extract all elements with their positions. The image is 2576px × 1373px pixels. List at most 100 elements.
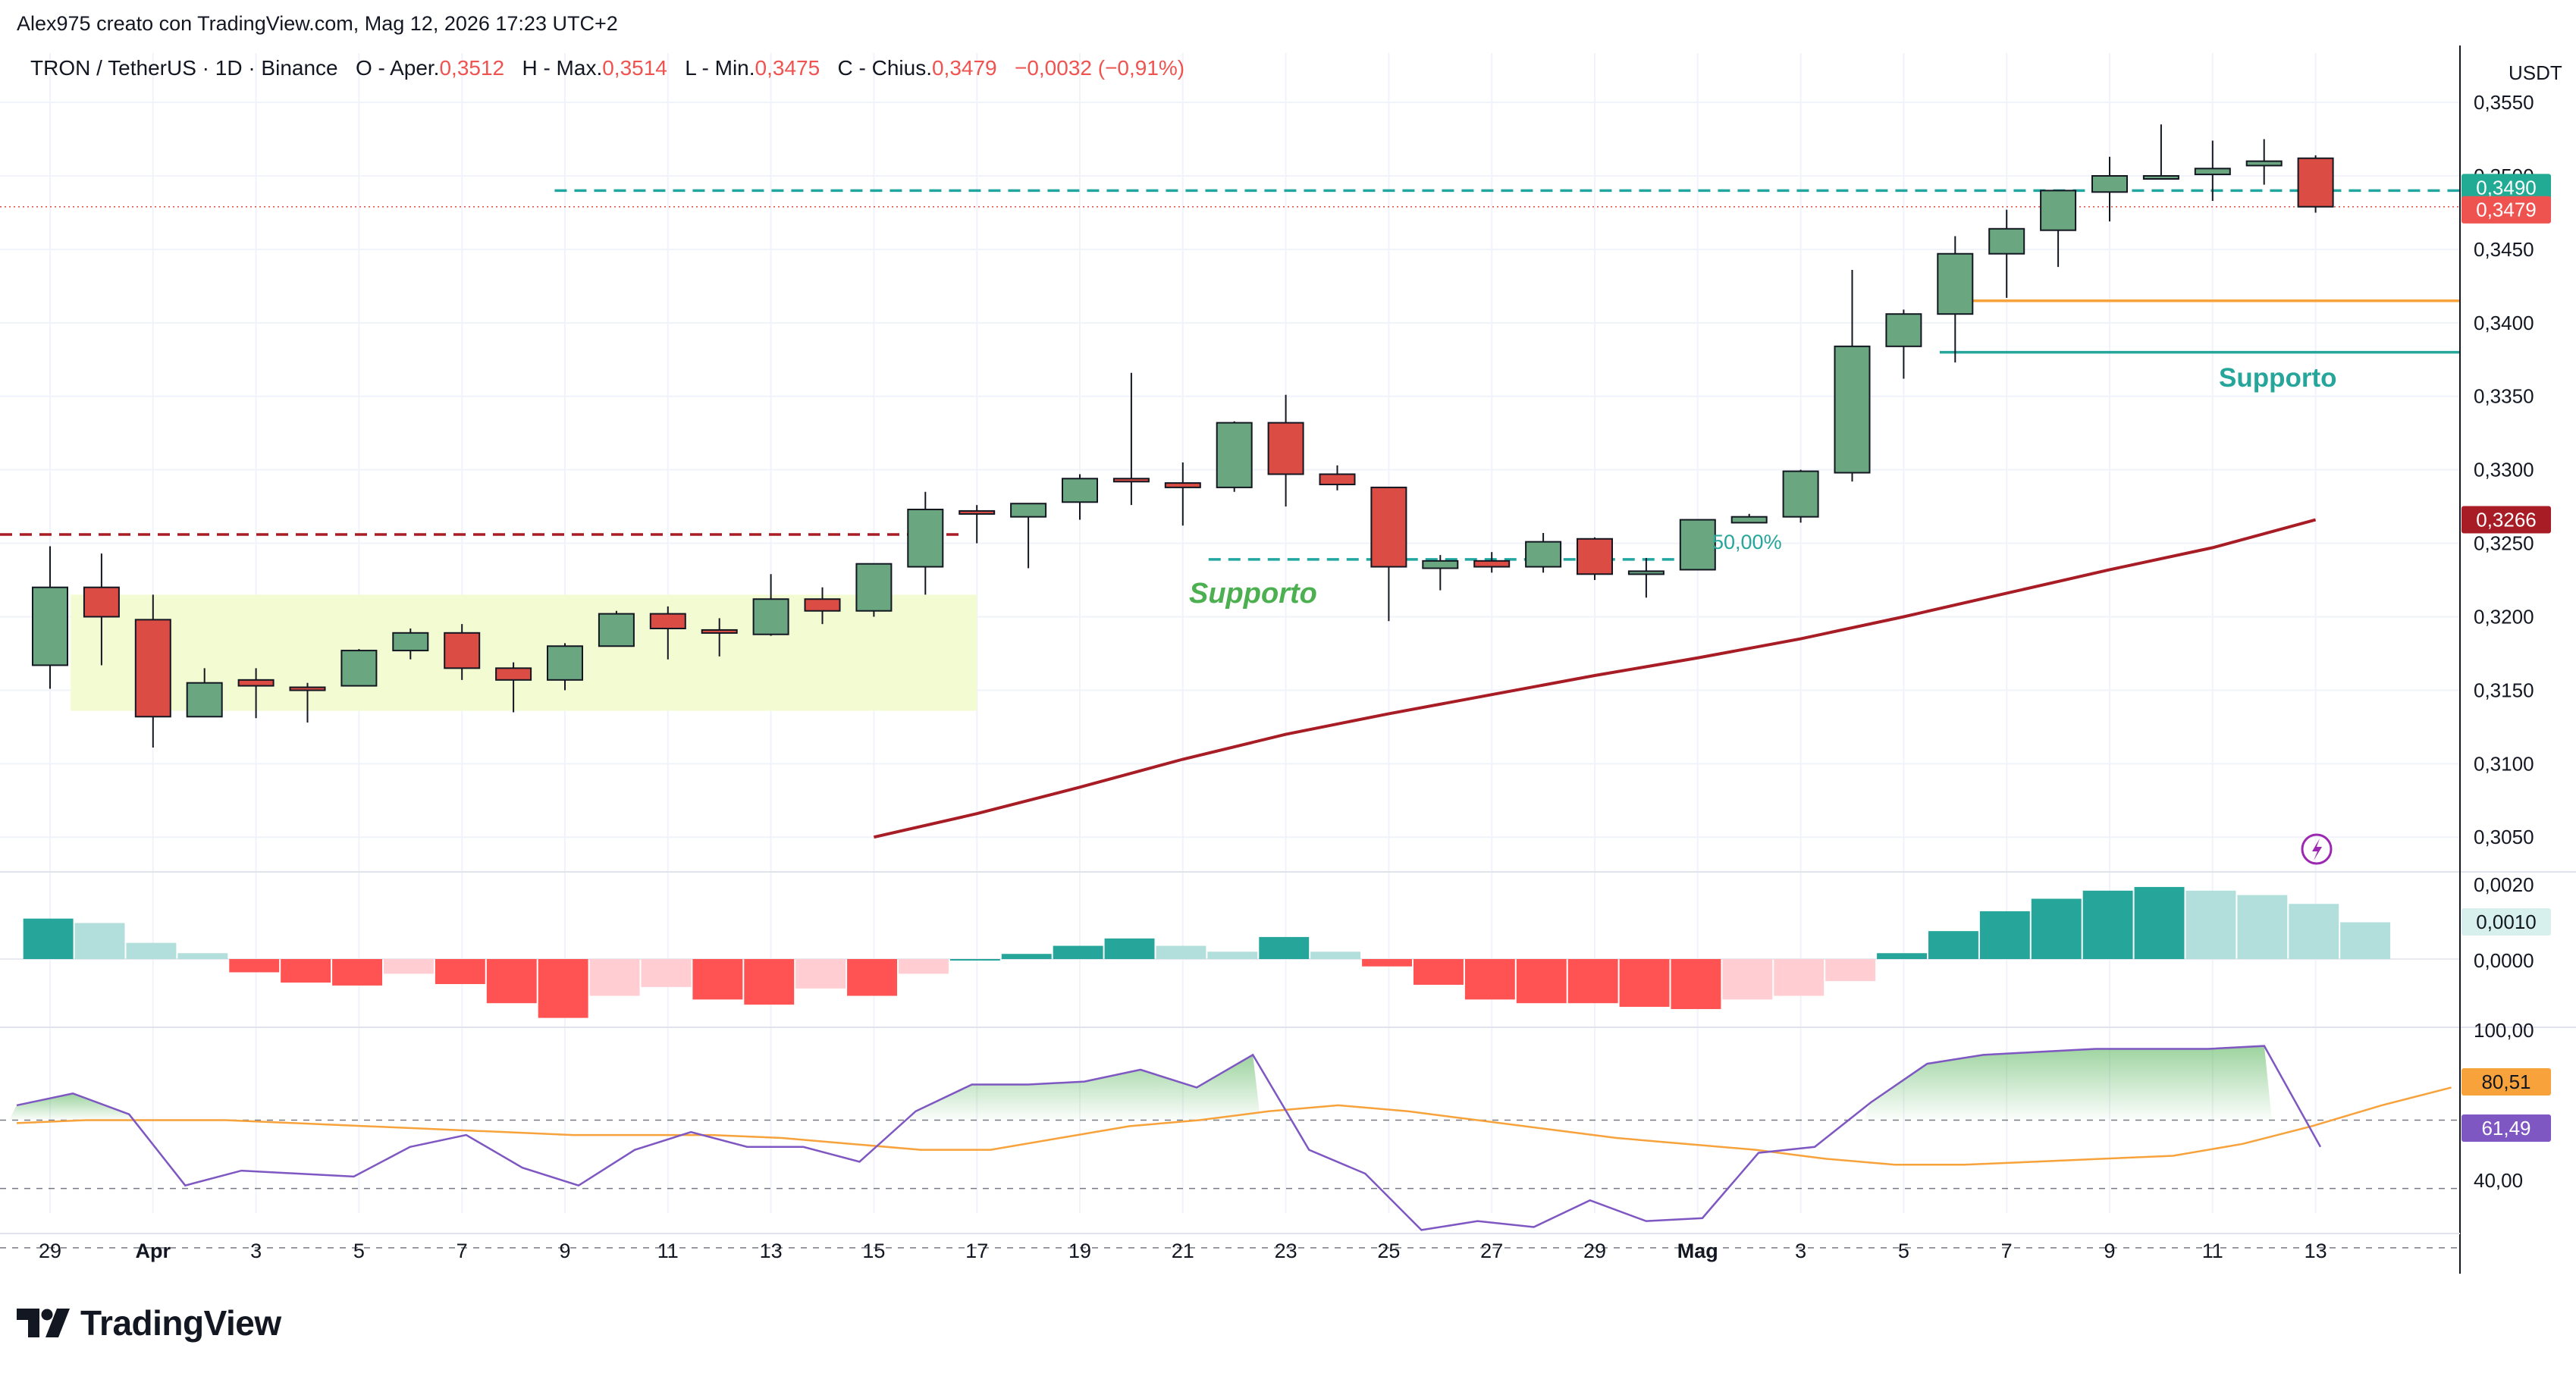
support-label-right: Supporto [2219,363,2337,393]
candle[interactable] [1062,474,1098,520]
lightning-icon[interactable] [2301,833,2333,865]
candle[interactable] [907,491,944,595]
candle[interactable] [959,505,996,544]
candle-body [1010,503,1047,518]
macd-bar [383,959,434,974]
candle[interactable] [1937,236,1974,363]
candle[interactable] [1112,372,1150,506]
macd-bar [1259,936,1310,959]
candle[interactable] [1164,462,1201,526]
time-tick-label: 7 [457,1240,468,1262]
candle[interactable] [1422,555,1459,591]
candle[interactable] [2040,190,2077,268]
macd-value-tag-text: 0,0010 [2476,911,2537,933]
price-tick-label: 0,3150 [2474,679,2534,701]
candle[interactable] [2142,124,2179,180]
candle[interactable] [1267,394,1304,507]
candle[interactable] [2194,140,2231,201]
candle[interactable] [1988,209,2025,298]
candle[interactable] [1627,557,1665,598]
time-tick-label: 13 [760,1240,783,1262]
macd-bar [1310,951,1361,959]
macd-bar [1619,959,1670,1008]
candle[interactable] [752,574,789,636]
candle-body [83,586,120,618]
candle[interactable] [649,606,686,660]
open-label: O - Aper. [355,56,440,80]
level-price-tag: 0,3490 [2461,174,2551,202]
candle[interactable] [392,628,429,660]
candle[interactable] [289,682,326,723]
candle[interactable] [340,649,378,687]
candle[interactable] [444,624,481,680]
candle[interactable] [1216,421,1253,492]
candle[interactable] [1577,537,1613,581]
candle[interactable] [32,546,68,689]
low-value: 0,3475 [755,56,820,80]
candle-body [1885,313,1922,347]
ma-price-tag-text: 0,3266 [2476,509,2537,531]
candle[interactable] [237,668,275,719]
candle[interactable] [1834,270,1871,482]
tradingview-logo-icon [17,1309,70,1337]
candle[interactable] [1679,519,1716,571]
candle[interactable] [1473,552,1511,573]
macd-bar [2082,890,2133,959]
candle[interactable] [134,594,171,748]
price-tick-label: 0,3550 [2474,91,2534,114]
rsi-ma-value-tag: 80,51 [2461,1068,2551,1096]
candle[interactable] [547,643,583,691]
price-tick-label: 0,3050 [2474,826,2534,848]
candle[interactable] [186,668,223,718]
macd-bar [589,959,640,996]
high-label: H - Max. [522,56,603,80]
level-price-tag-text: 0,3490 [2476,176,2537,199]
macd-bar [1516,959,1567,1004]
time-tick-label: 11 [2202,1240,2223,1262]
macd-bar [177,953,228,959]
candle[interactable] [1782,469,1819,523]
candle-body [907,508,944,568]
macd-bar [2031,898,2082,959]
macd-bar [795,959,846,989]
macd-bar [898,959,949,974]
candle[interactable] [1010,503,1047,569]
tradingview-logo[interactable]: TradingView [17,1302,281,1343]
macd-bar [2340,922,2391,959]
candle[interactable] [83,553,120,666]
macd-bar [281,959,331,983]
axes: USDT0,35500,35000,34500,34000,33500,3300… [0,45,2562,1274]
candle[interactable] [2297,155,2334,213]
candle[interactable] [855,563,893,617]
candle[interactable] [1730,513,1768,524]
time-tick-label: 25 [1377,1240,1400,1262]
time-tick-label: Apr [136,1240,171,1262]
candle[interactable] [598,610,635,647]
candle[interactable] [1885,309,1922,379]
candle[interactable] [1370,486,1407,622]
candle[interactable] [2245,139,2283,185]
macd-bar [74,923,125,959]
candle[interactable] [1525,533,1562,573]
time-tick-label: 23 [1275,1240,1297,1262]
macd-bar [641,959,692,987]
candle[interactable] [1319,465,1356,491]
candle[interactable] [804,587,841,625]
candle-body [2245,160,2283,167]
candle[interactable] [495,662,532,713]
macd-bar [1207,951,1258,959]
symbol-name[interactable]: TRON / TetherUS · 1D · Binance [30,56,338,80]
macd-bar [2237,895,2288,959]
last-price-tag-text: 0,3479 [2476,199,2537,221]
candle[interactable] [701,618,738,657]
candle-body [649,613,686,629]
rsi-value-tag-bg [2461,1114,2551,1142]
candle[interactable] [2091,156,2128,222]
candle-body [2091,174,2128,193]
macd-bar [1413,959,1464,985]
time-tick-label: 7 [2001,1240,2013,1262]
rsi-value-tag: 61,49 [2461,1114,2551,1142]
candle-body [1525,541,1562,568]
price-tick-label: 0,3100 [2474,752,2534,775]
